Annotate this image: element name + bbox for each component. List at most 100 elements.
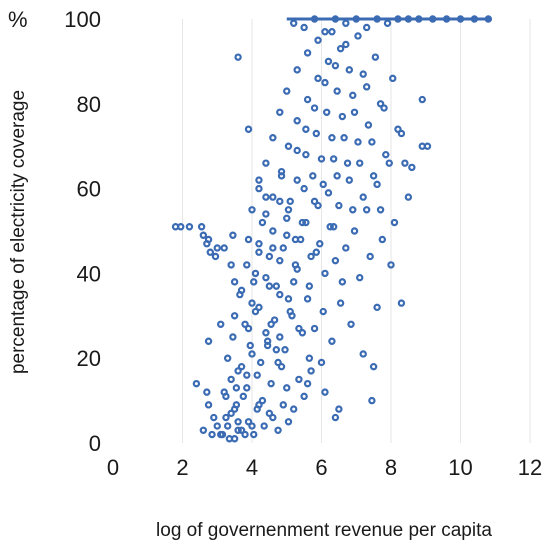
data-point [248, 422, 256, 430]
data-point [293, 146, 301, 155]
y-tick-label: 0 [89, 431, 101, 456]
data-point [239, 392, 248, 401]
data-point [349, 206, 357, 214]
data-point [333, 87, 341, 95]
points [171, 15, 492, 443]
data-point [234, 426, 242, 434]
data-point [359, 70, 367, 78]
x-tick-label: 4 [246, 455, 258, 480]
data-point [312, 129, 320, 138]
data-point [356, 273, 364, 282]
data-point [336, 44, 345, 53]
data-point [237, 362, 246, 371]
data-point [376, 206, 385, 214]
data-point [303, 379, 312, 388]
data-point [376, 100, 385, 108]
data-point [276, 197, 284, 206]
data-point [373, 303, 381, 312]
data-point [314, 201, 322, 210]
data-point [270, 316, 279, 324]
data-point [371, 53, 380, 61]
data-point [331, 413, 340, 422]
data-point [203, 388, 211, 396]
data-point [389, 74, 397, 83]
data-point [335, 405, 343, 413]
data-point [359, 193, 367, 201]
data-point [300, 392, 308, 401]
data-point [255, 176, 263, 184]
data-point [284, 418, 293, 426]
y-tick-label: 60 [77, 177, 101, 202]
data-point [262, 329, 270, 337]
data-point [243, 261, 251, 269]
x-tick-label: 6 [315, 455, 327, 480]
y-unit-label: % [8, 7, 28, 32]
y-tick-label: 100 [64, 7, 101, 32]
data-point [329, 223, 338, 231]
data-point [255, 240, 263, 248]
x-axis-title: log of governenment revenue per capita [156, 520, 492, 541]
data-point [293, 117, 301, 125]
data-point [295, 324, 303, 333]
data-point [199, 231, 208, 239]
data-point [423, 142, 432, 150]
y-tick-label: 80 [77, 92, 101, 117]
data-point [333, 172, 341, 180]
data-point [269, 134, 277, 142]
data-point [248, 299, 256, 307]
data-point [262, 273, 270, 282]
data-point [303, 49, 312, 57]
data-point [272, 346, 281, 354]
data-point [262, 210, 270, 218]
data-point [227, 375, 235, 384]
data-point [277, 167, 286, 176]
data-point [283, 231, 291, 239]
data-point [305, 282, 314, 290]
data-point [303, 95, 312, 104]
data-point [340, 134, 348, 142]
data-point [253, 405, 261, 413]
data-point [250, 278, 258, 286]
data-point [250, 430, 258, 439]
data-point [251, 307, 260, 316]
data-point [260, 422, 268, 430]
data-point [354, 32, 362, 40]
data-point [208, 430, 216, 439]
data-point [220, 244, 228, 252]
data-point [394, 125, 402, 133]
data-point [321, 28, 329, 36]
data-point [387, 261, 395, 269]
data-point [237, 426, 246, 434]
data-point [321, 78, 329, 87]
data-point [267, 320, 275, 328]
data-point [470, 15, 479, 23]
data-point [324, 189, 333, 197]
data-point [404, 15, 413, 23]
data-point [397, 129, 406, 138]
data-point [274, 358, 282, 367]
data-point [373, 180, 381, 189]
data-point [442, 15, 451, 23]
data-point [206, 248, 214, 256]
data-point [230, 435, 239, 443]
data-point [243, 384, 251, 392]
data-point [364, 121, 373, 129]
data-point [362, 83, 371, 91]
data-point [290, 405, 298, 413]
data-point [229, 333, 237, 341]
data-point [234, 418, 242, 426]
data-point [291, 235, 300, 244]
gridlines [182, 19, 531, 443]
y-tick-label: 20 [77, 346, 101, 371]
data-point [253, 371, 261, 379]
data-point [279, 244, 287, 252]
data-point [295, 375, 303, 384]
data-point [217, 320, 225, 328]
data-point [380, 104, 388, 112]
data-point [324, 57, 333, 66]
data-point [177, 223, 185, 231]
data-point [331, 61, 340, 70]
data-point [362, 23, 371, 32]
data-point [291, 261, 300, 269]
data-point [383, 19, 392, 27]
